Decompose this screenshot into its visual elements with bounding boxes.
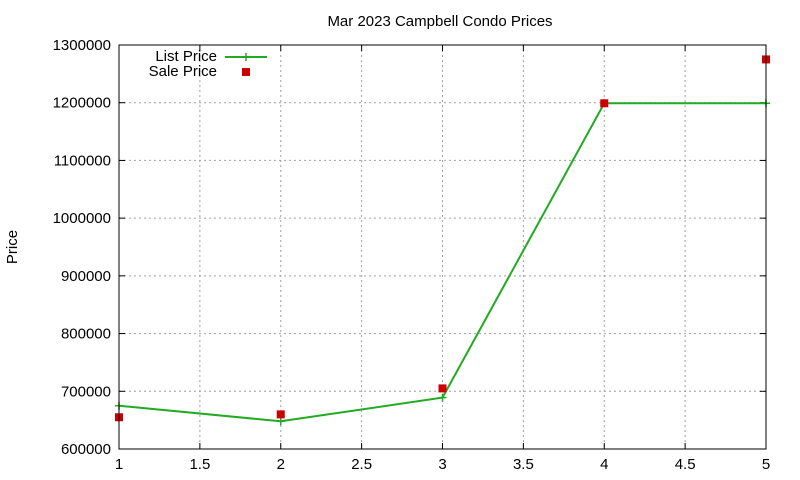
legend-label-sale-price: Sale Price: [149, 63, 217, 80]
x-tick-label: 4.5: [675, 456, 696, 473]
y-axis-label: Price: [4, 230, 21, 264]
y-tick-label: 1100000: [54, 152, 111, 169]
x-tick-label: 1.5: [189, 456, 210, 473]
y-tick-label: 1200000: [53, 95, 111, 112]
x-tick-label: 1: [115, 456, 123, 473]
legend: List Price Sale Price: [149, 48, 267, 80]
x-tick-label: 3: [438, 456, 446, 473]
y-tick-label: 1300000: [53, 37, 111, 54]
y-tick-label: 700000: [61, 383, 111, 400]
x-tick-label: 4: [600, 456, 608, 473]
data-point-sale-price: [439, 384, 447, 392]
chart-title: Mar 2023 Campbell Condo Prices: [327, 13, 552, 30]
x-tick-label: 3.5: [513, 456, 534, 473]
data-point-list-price: [277, 417, 285, 425]
y-tick-label: 600000: [61, 441, 111, 458]
x-tick-label: 2: [277, 456, 285, 473]
y-tick-label: 800000: [61, 326, 111, 343]
y-tick-label: 900000: [61, 268, 111, 285]
x-tick-label: 2.5: [351, 456, 372, 473]
x-tick-label: 5: [762, 456, 770, 473]
y-tick-label: 1000000: [53, 210, 111, 227]
data-point-sale-price: [277, 410, 285, 418]
data-point-sale-price: [600, 99, 608, 107]
legend-swatch-sale-price: [242, 68, 250, 76]
data-point-list-price: [439, 394, 447, 402]
